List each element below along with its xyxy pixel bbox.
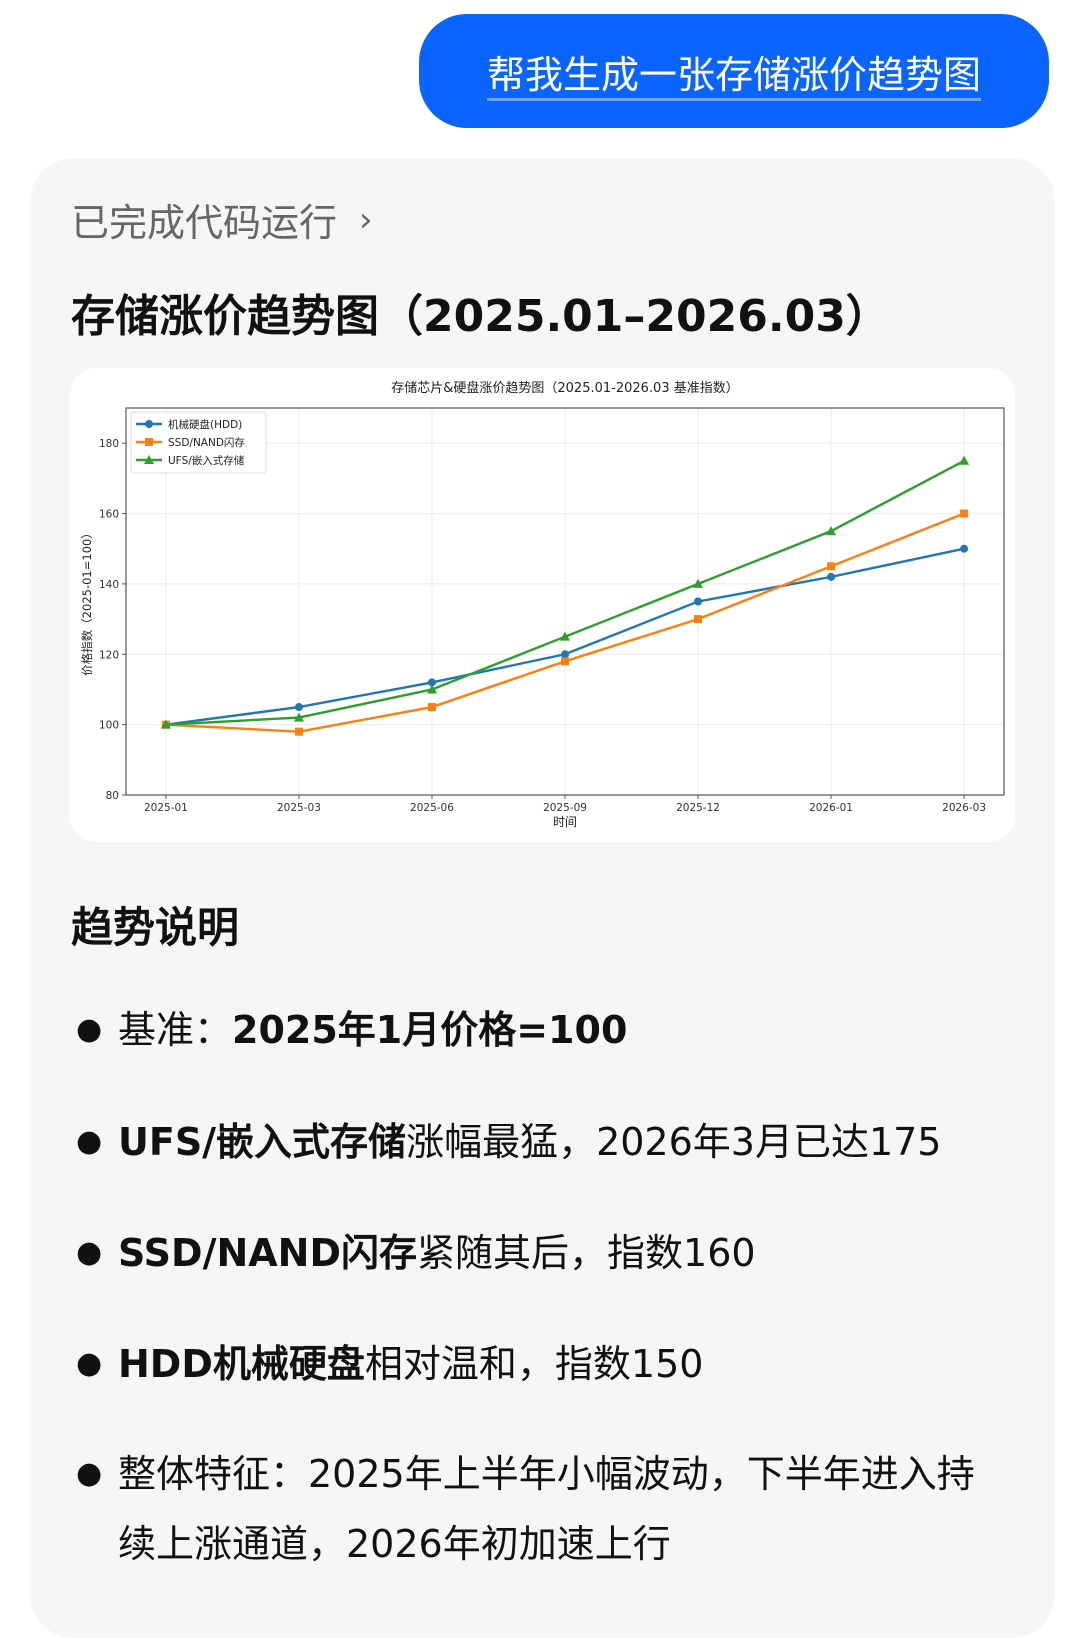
data-point <box>694 615 703 624</box>
list-item: ● 整体特征：2025年上半年小幅波动，下半年进入持续上涨通道，2026年初加速… <box>76 1439 1006 1579</box>
bullet-icon: ● <box>76 1456 103 1491</box>
legend-marker <box>145 420 153 428</box>
user-message-bubble[interactable]: 帮我生成一张存储涨价趋势图 <box>419 14 1049 128</box>
x-tick-label: 2026-03 <box>942 802 986 814</box>
bullet-icon: ● <box>76 1346 103 1381</box>
response-title: 存储涨价趋势图（2025.01–2026.03） <box>71 291 890 342</box>
data-point <box>826 526 837 536</box>
data-point <box>960 509 969 518</box>
legend-box <box>130 411 267 474</box>
bullet-icon: ● <box>76 1235 103 1270</box>
data-point <box>427 678 436 687</box>
data-point <box>160 719 171 729</box>
list-item: ● UFS/嵌入式存储涨幅最猛，2026年3月已达175 <box>76 1107 1006 1177</box>
data-point <box>561 657 569 666</box>
list-item: ● 基准：2025年1月价格=100 <box>76 995 1006 1065</box>
data-point <box>693 578 704 588</box>
y-axis-label: 价格指数（2025-01=100） <box>80 527 94 676</box>
bullet-lead: HDD机械硬盘 <box>118 1342 365 1386</box>
line-chart: 80 100 120 140 160 180 2025-01 2025-03 2025-06 20… <box>80 380 1005 829</box>
list-item: ● HDD机械硬盘相对温和，指数150 <box>76 1329 1006 1399</box>
x-tick-label: 2025-09 <box>543 802 587 814</box>
chart-title: 存储芯片&硬盘涨价趋势图（2025.01-2026.03 基准指数） <box>391 380 738 396</box>
y-tick-label: 80 <box>106 790 119 802</box>
user-message-text: 帮我生成一张存储涨价趋势图 <box>486 52 981 97</box>
list-item: ● SSD/NAND闪存紧随其后，指数160 <box>76 1218 1006 1288</box>
bullet-rest: 相对温和，指数150 <box>364 1342 704 1386</box>
bullet-rest: 2025年1月价格=100 <box>232 1008 628 1052</box>
chevron-right-icon: › <box>359 199 373 240</box>
legend-label: SSD/NAND闪存 <box>168 436 245 449</box>
bullet-rest: 涨幅最猛，2026年3月已达175 <box>406 1120 942 1164</box>
data-point <box>960 544 969 553</box>
bullet-lead: SSD/NAND闪存 <box>118 1231 418 1275</box>
legend-label: 机械硬盘(HDD) <box>168 418 242 431</box>
data-point <box>427 703 436 712</box>
x-axis-label: 时间 <box>553 815 577 829</box>
y-tick-label: 160 <box>99 509 119 521</box>
data-point <box>827 562 836 571</box>
data-point <box>426 684 437 694</box>
data-point <box>560 631 570 641</box>
legend-marker <box>145 438 153 446</box>
bullet-icon: ● <box>76 1124 103 1159</box>
x-tick-label: 2025-03 <box>277 802 321 814</box>
code-run-status-toggle[interactable]: 已完成代码运行 › <box>71 192 373 247</box>
data-point <box>294 703 303 712</box>
code-run-status-label: 已完成代码运行 <box>71 201 338 245</box>
data-point <box>294 727 303 736</box>
bullet-icon: ● <box>76 1012 103 1047</box>
x-tick-label: 2025-06 <box>410 802 454 814</box>
y-tick-label: 120 <box>99 649 119 661</box>
data-point <box>293 712 304 722</box>
data-point <box>694 597 703 606</box>
legend-marker <box>144 455 154 464</box>
legend-label: UFS/嵌入式存储 <box>168 454 245 467</box>
x-tick-label: 2025-12 <box>676 802 720 814</box>
bullet-rest: 紧随其后，指数160 <box>417 1231 756 1275</box>
bullet-lead: 整体特征：2025年上半年小幅波动，下半年进入持续上涨通道，2026年初加速上行 <box>118 1452 975 1566</box>
y-tick-label: 180 <box>99 438 119 450</box>
bullet-lead: UFS/嵌入式存储 <box>118 1120 407 1164</box>
chart-image[interactable]: 80 100 120 140 160 180 2025-01 2025-03 2025-06 20… <box>70 368 1015 842</box>
bullet-lead: 基准： <box>118 1008 233 1052</box>
x-tick-label: 2025-01 <box>144 802 188 814</box>
y-tick-label: 140 <box>99 579 119 591</box>
data-point <box>561 650 569 659</box>
data-point <box>959 455 970 465</box>
y-tick-label: 100 <box>99 720 119 732</box>
x-tick-label: 2026-01 <box>809 802 853 814</box>
data-point <box>827 572 836 581</box>
section-heading: 趋势说明 <box>71 903 240 952</box>
